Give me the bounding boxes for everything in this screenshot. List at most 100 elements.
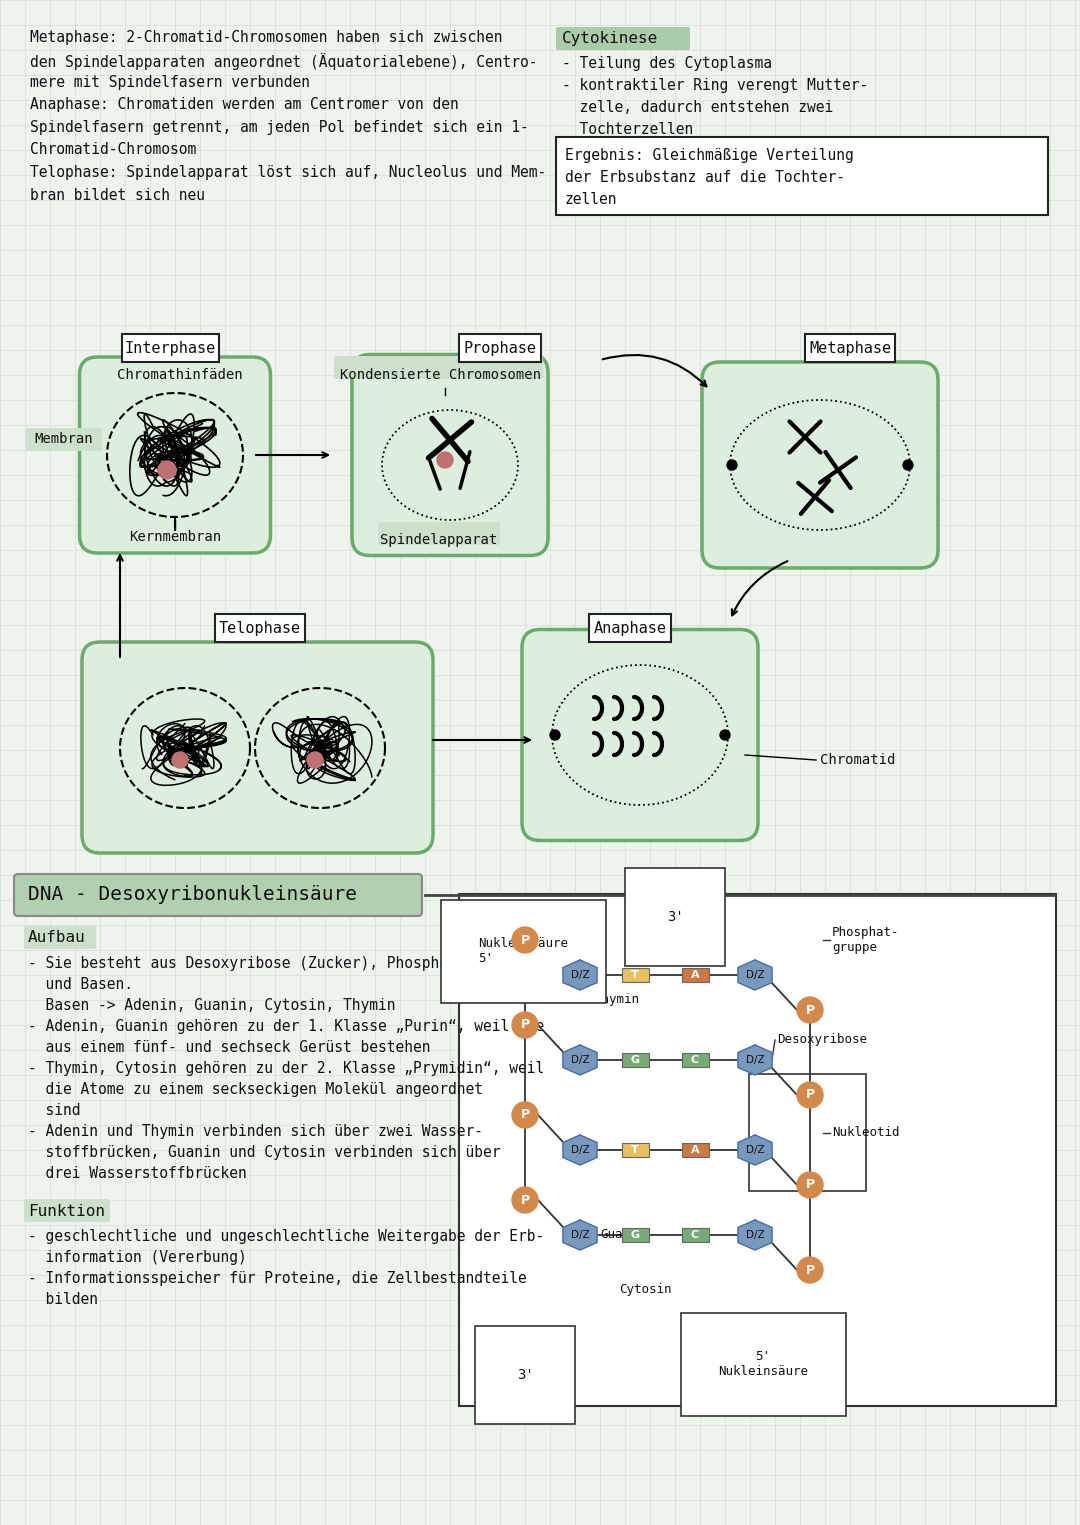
Text: stoffbrücken, Guanin und Cytosin verbinden sich über: stoffbrücken, Guanin und Cytosin verbind…: [28, 1145, 500, 1161]
FancyBboxPatch shape: [681, 1228, 708, 1241]
Polygon shape: [738, 961, 772, 990]
Text: P: P: [806, 1003, 814, 1017]
Text: Ergebnis: Gleichmäßige Verteilung: Ergebnis: Gleichmäßige Verteilung: [565, 148, 854, 163]
Text: - Informationsspeicher für Proteine, die Zellbestandteile: - Informationsspeicher für Proteine, die…: [28, 1270, 527, 1286]
Text: D/Z: D/Z: [570, 970, 590, 981]
Circle shape: [172, 752, 188, 769]
Text: P: P: [806, 1264, 814, 1276]
Text: - geschlechtliche und ungeschlechtliche Weitergabe der Erb-: - geschlechtliche und ungeschlechtliche …: [28, 1229, 544, 1244]
Text: Kernmembran: Kernmembran: [129, 531, 221, 544]
Text: den Spindelapparaten angeordnet (Äquatorialebene), Centro-: den Spindelapparaten angeordnet (Äquator…: [30, 52, 538, 70]
Text: D/Z: D/Z: [570, 1231, 590, 1240]
FancyBboxPatch shape: [352, 354, 548, 555]
Text: Cytosin: Cytosin: [619, 1284, 672, 1296]
FancyBboxPatch shape: [334, 355, 543, 380]
Text: zellen: zellen: [565, 192, 618, 207]
Text: der Erbsubstanz auf die Tochter-: der Erbsubstanz auf die Tochter-: [565, 169, 845, 185]
FancyBboxPatch shape: [556, 27, 690, 50]
Text: Telophase: Telophase: [219, 621, 301, 636]
FancyBboxPatch shape: [121, 334, 218, 361]
Text: Funktion: Funktion: [28, 1203, 105, 1218]
FancyBboxPatch shape: [806, 334, 894, 361]
Text: - Adenin, Guanin gehören zu der 1. Klasse „Purin“, weil sie: - Adenin, Guanin gehören zu der 1. Klass…: [28, 1019, 544, 1034]
Text: 5'
Nukleinsäure: 5' Nukleinsäure: [718, 1350, 808, 1379]
Text: Telophase: Spindelapparat löst sich auf, Nucleolus und Mem-: Telophase: Spindelapparat löst sich auf,…: [30, 165, 546, 180]
FancyBboxPatch shape: [621, 968, 648, 982]
Text: Tochterzellen: Tochterzellen: [562, 122, 693, 137]
Text: - Teilung des Cytoplasma: - Teilung des Cytoplasma: [562, 56, 772, 72]
Circle shape: [797, 997, 823, 1023]
Text: Interphase: Interphase: [124, 340, 216, 355]
Text: bilden: bilden: [28, 1292, 98, 1307]
Text: D/Z: D/Z: [745, 1055, 765, 1064]
Text: Nukleotid: Nukleotid: [832, 1125, 900, 1139]
FancyBboxPatch shape: [80, 357, 270, 554]
Text: A: A: [691, 1145, 700, 1154]
Text: Cytokinese: Cytokinese: [562, 32, 658, 46]
Polygon shape: [738, 1135, 772, 1165]
FancyBboxPatch shape: [621, 1052, 648, 1068]
Text: Basen -> Adenin, Guanin, Cytosin, Thymin: Basen -> Adenin, Guanin, Cytosin, Thymin: [28, 997, 395, 1013]
Circle shape: [512, 1103, 538, 1128]
Circle shape: [797, 1083, 823, 1109]
FancyBboxPatch shape: [702, 361, 939, 567]
Circle shape: [797, 1173, 823, 1199]
Text: mere mit Spindelfasern verbunden: mere mit Spindelfasern verbunden: [30, 75, 310, 90]
Text: Guanin: Guanin: [600, 1229, 645, 1241]
Polygon shape: [563, 1135, 597, 1165]
Text: - Adenin und Thymin verbinden sich über zwei Wasser-: - Adenin und Thymin verbinden sich über …: [28, 1124, 483, 1139]
Text: G: G: [631, 1231, 639, 1240]
Text: Anaphase: Chromatiden werden am Centromer von den: Anaphase: Chromatiden werden am Centrome…: [30, 98, 459, 113]
Polygon shape: [563, 1220, 597, 1250]
FancyBboxPatch shape: [621, 1144, 648, 1157]
Circle shape: [512, 927, 538, 953]
Text: aus einem fünf- und sechseck Gerüst bestehen: aus einem fünf- und sechseck Gerüst best…: [28, 1040, 431, 1055]
Text: Spindelfasern getrennt, am jeden Pol befindet sich ein 1-: Spindelfasern getrennt, am jeden Pol bef…: [30, 120, 529, 136]
Text: Nukleinsäure
5': Nukleinsäure 5': [478, 936, 568, 965]
Text: Prophase: Prophase: [463, 340, 537, 355]
Text: - Sie besteht aus Desoxyribose (Zucker), Phosphatgruppe: - Sie besteht aus Desoxyribose (Zucker),…: [28, 956, 510, 971]
Circle shape: [158, 461, 176, 479]
Text: Membran: Membran: [35, 432, 93, 445]
Text: zelle, dadurch entstehen zwei: zelle, dadurch entstehen zwei: [562, 101, 834, 114]
Text: T: T: [631, 1145, 639, 1154]
Text: C: C: [691, 1231, 699, 1240]
FancyBboxPatch shape: [589, 615, 671, 642]
FancyBboxPatch shape: [681, 968, 708, 982]
FancyBboxPatch shape: [459, 894, 1056, 1406]
FancyBboxPatch shape: [24, 926, 96, 949]
Text: Aufbau: Aufbau: [28, 930, 85, 946]
Text: D/Z: D/Z: [745, 1145, 765, 1154]
Text: D/Z: D/Z: [570, 1055, 590, 1064]
Text: D/Z: D/Z: [570, 1145, 590, 1154]
Text: P: P: [806, 1089, 814, 1101]
FancyBboxPatch shape: [26, 429, 102, 451]
Text: Desoxyribose: Desoxyribose: [777, 1034, 867, 1046]
Text: die Atome zu einem seckseckigen Molekül angeordnet: die Atome zu einem seckseckigen Molekül …: [28, 1083, 483, 1096]
Polygon shape: [738, 1045, 772, 1075]
Text: DNA - Desoxyribonukleinsäure: DNA - Desoxyribonukleinsäure: [28, 886, 357, 904]
Text: - kontraktiler Ring verengt Mutter-: - kontraktiler Ring verengt Mutter-: [562, 78, 868, 93]
FancyBboxPatch shape: [522, 630, 758, 840]
Text: Kondensierte Chromosomen: Kondensierte Chromosomen: [339, 368, 540, 381]
FancyBboxPatch shape: [24, 1199, 110, 1222]
Text: P: P: [521, 1109, 529, 1121]
Text: Chromatid-Chromosom: Chromatid-Chromosom: [30, 142, 197, 157]
Text: P: P: [521, 933, 529, 947]
Text: - Thymin, Cytosin gehören zu der 2. Klasse „Prymidin“, weil: - Thymin, Cytosin gehören zu der 2. Klas…: [28, 1061, 544, 1077]
Circle shape: [903, 461, 913, 470]
Text: Anaphase: Anaphase: [594, 621, 666, 636]
Text: bran bildet sich neu: bran bildet sich neu: [30, 188, 205, 203]
Text: 3': 3': [516, 1368, 534, 1382]
Text: Metaphase: 2-Chromatid-Chromosomen haben sich zwischen: Metaphase: 2-Chromatid-Chromosomen haben…: [30, 30, 502, 46]
Polygon shape: [563, 961, 597, 990]
Text: G: G: [631, 1055, 639, 1064]
Circle shape: [727, 461, 737, 470]
FancyBboxPatch shape: [681, 1052, 708, 1068]
Text: Adenin: Adenin: [662, 926, 707, 938]
Text: D/Z: D/Z: [745, 970, 765, 981]
Text: D/Z: D/Z: [745, 1231, 765, 1240]
Text: Chromathinfäden: Chromathinfäden: [118, 368, 243, 381]
FancyBboxPatch shape: [378, 522, 500, 544]
Text: sind: sind: [28, 1103, 81, 1118]
